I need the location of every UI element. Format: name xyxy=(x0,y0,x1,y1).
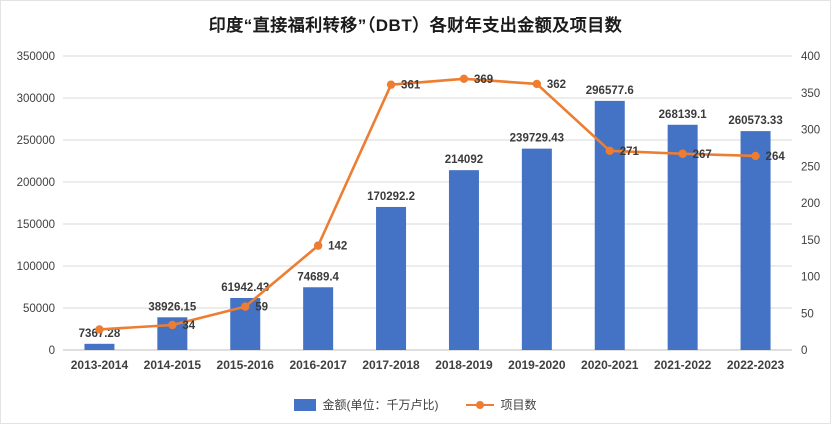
y-right-tick-label: 50 xyxy=(801,308,814,320)
bar-label-2022-2023: 260573.33 xyxy=(728,115,782,127)
legend-label-projects: 项目数 xyxy=(500,398,537,412)
x-axis-label-2021-2022: 2021-2022 xyxy=(654,358,712,372)
line-label-2022-2023: 264 xyxy=(766,151,786,163)
y-left-tick-label: 0 xyxy=(49,345,55,357)
line-label-2017-2018: 361 xyxy=(401,80,421,92)
line-marker-2017-2018 xyxy=(386,80,396,89)
bar-series-swatch xyxy=(294,398,317,411)
legend-item-projects: 项目数 xyxy=(466,396,537,413)
line-marker-2021-2022 xyxy=(678,149,687,158)
bar-label-2018-2019: 214092 xyxy=(445,154,483,166)
bar-2018-2019 xyxy=(448,170,479,350)
line-marker-2013-2014 xyxy=(95,325,104,334)
line-label-2014-2015: 34 xyxy=(182,320,195,332)
y-left-tick-label: 150000 xyxy=(17,219,55,231)
bar-2022-2023 xyxy=(740,131,771,350)
line-marker-2016-2017 xyxy=(313,241,323,250)
x-axis-label-2013-2014: 2013-2014 xyxy=(71,358,129,372)
line-marker-2018-2019 xyxy=(459,74,469,83)
legend-item-amount: 金额(单位：千万卢比) xyxy=(294,396,438,413)
line-marker-2020-2021 xyxy=(605,146,614,156)
line-label-2015-2016: 59 xyxy=(255,302,268,314)
bar-label-2013-2014: 7367.28 xyxy=(79,328,121,340)
y-right-tick-label: 150 xyxy=(801,235,820,247)
line-label-2018-2019: 369 xyxy=(474,74,493,86)
bar-2021-2022 xyxy=(667,124,698,350)
x-axis-label-2017-2018: 2017-2018 xyxy=(362,358,420,372)
bar-label-2020-2021: 296577.6 xyxy=(586,85,634,97)
x-axis-label-2019-2020: 2019-2020 xyxy=(508,358,566,372)
y-left-tick-label: 300000 xyxy=(17,93,55,105)
y-right-tick-label: 300 xyxy=(801,125,820,137)
line-marker-2022-2023 xyxy=(751,151,760,161)
x-axis-label-2014-2015: 2014-2015 xyxy=(144,358,202,372)
line-label-2019-2020: 362 xyxy=(547,79,566,91)
bar-label-2014-2015: 38926.15 xyxy=(148,301,197,313)
line-marker-2019-2020 xyxy=(532,79,542,89)
bar-label-2016-2017: 74689.4 xyxy=(297,271,339,283)
bar-2019-2020 xyxy=(521,148,552,350)
y-left-tick-label: 200000 xyxy=(17,177,55,189)
bar-2020-2021 xyxy=(594,100,625,350)
x-axis-label-2016-2017: 2016-2017 xyxy=(289,358,347,372)
y-right-tick-label: 250 xyxy=(801,161,820,173)
projects-line xyxy=(98,77,757,331)
x-axis-label-2018-2019: 2018-2019 xyxy=(435,358,493,372)
bar-label-2015-2016: 61942.43 xyxy=(221,282,269,294)
x-axis-label-2022-2023: 2022-2023 xyxy=(727,358,785,372)
y-right-tick-label: 400 xyxy=(801,51,820,63)
y-right-tick-label: 350 xyxy=(801,88,820,100)
bar-2017-2018 xyxy=(376,206,407,350)
bar-2016-2017 xyxy=(303,287,334,350)
x-axis-label-2020-2021: 2020-2021 xyxy=(581,358,639,372)
y-right-tick-label: 0 xyxy=(801,345,807,357)
y-left-tick-label: 350000 xyxy=(17,51,55,63)
line-label-2016-2017: 142 xyxy=(328,241,347,253)
chart-legend: 金额(单位：千万卢比) 项目数 xyxy=(1,396,830,413)
y-left-tick-label: 100000 xyxy=(17,261,55,273)
y-left-tick-label: 50000 xyxy=(23,303,55,315)
bar-label-2021-2022: 268139.1 xyxy=(659,109,708,121)
x-axis-label-2015-2016: 2015-2016 xyxy=(217,358,275,372)
bar-2013-2014 xyxy=(84,343,115,350)
line-label-2021-2022: 267 xyxy=(693,149,712,161)
chart-title: 印度“直接福利转移”（DBT）各财年支出金额及项目数 xyxy=(208,16,623,35)
y-right-tick-label: 200 xyxy=(801,198,820,210)
bar-label-2019-2020: 239729.43 xyxy=(510,133,564,145)
line-series-swatch xyxy=(466,399,495,411)
y-right-tick-label: 100 xyxy=(801,272,820,284)
legend-label-amount: 金额(单位：千万卢比) xyxy=(322,398,439,412)
line-marker-2014-2015 xyxy=(168,320,177,330)
line-label-2020-2021: 271 xyxy=(620,146,640,158)
bar-label-2017-2018: 170292.2 xyxy=(367,191,415,203)
line-marker-2015-2016 xyxy=(241,302,250,311)
y-left-tick-label: 250000 xyxy=(17,135,55,147)
